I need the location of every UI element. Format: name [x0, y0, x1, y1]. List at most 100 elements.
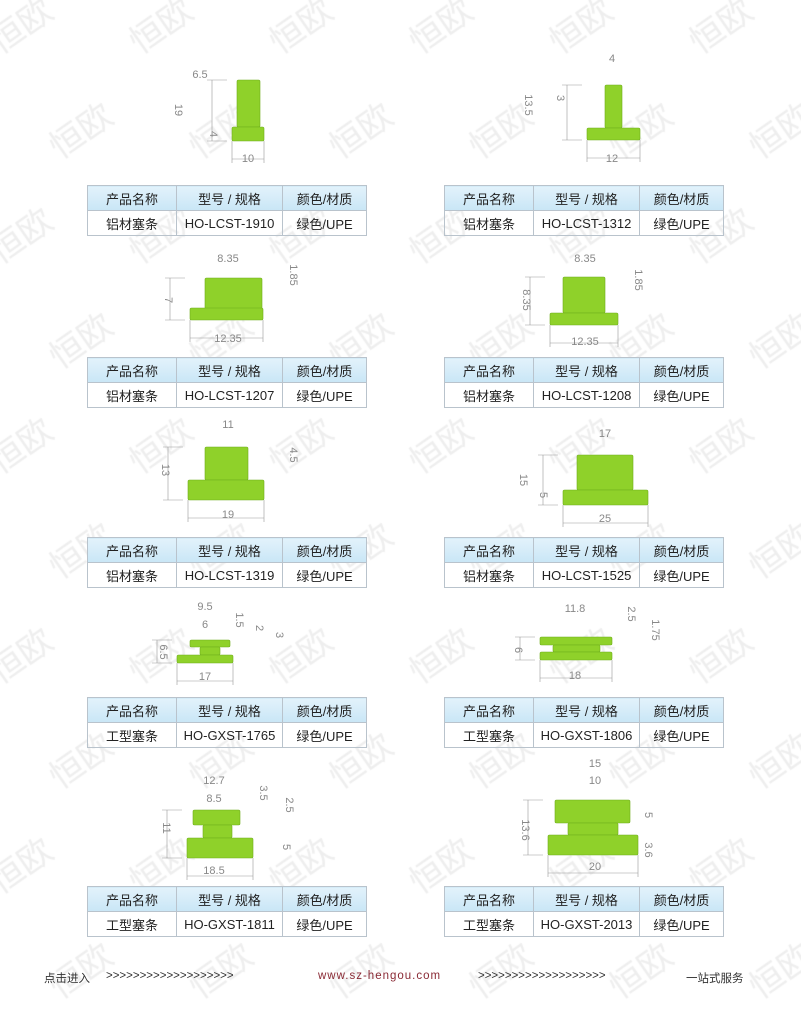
- profile-shape: [576, 454, 634, 491]
- product-material: 绿色/UPE: [282, 722, 367, 748]
- profile-shape: [562, 276, 606, 314]
- header-name: 产品名称: [444, 537, 534, 563]
- profile-drawing: 17 15 5 25: [517, 428, 649, 527]
- product-model: HO-LCST-1207: [176, 382, 283, 408]
- spec-table: 产品名称 型号 / 规格 颜色/材质 铝材塞条 HO-LCST-1910 绿色/…: [87, 185, 367, 236]
- header-name: 产品名称: [87, 537, 177, 563]
- product-material: 绿色/UPE: [282, 210, 367, 236]
- dimension-label: 1.75: [649, 619, 661, 640]
- table-header-row: 产品名称 型号 / 规格 颜色/材质: [87, 185, 367, 211]
- header-model: 型号 / 规格: [533, 697, 640, 723]
- header-name: 产品名称: [87, 185, 177, 211]
- dimension-label: 12.7: [203, 775, 224, 787]
- profile-shape: [554, 799, 631, 824]
- table-header-row: 产品名称 型号 / 规格 颜色/材质: [87, 537, 367, 563]
- product-material: 绿色/UPE: [639, 210, 724, 236]
- header-material: 颜色/材质: [282, 886, 367, 912]
- dimension-label: 15: [517, 474, 529, 486]
- product-model: HO-LCST-1312: [533, 210, 640, 236]
- product-name: 铝材塞条: [444, 562, 534, 588]
- header-material: 颜色/材质: [282, 185, 367, 211]
- table-row: 铝材塞条 HO-LCST-1525 绿色/UPE: [444, 562, 724, 588]
- dimension-label: 1.85: [632, 269, 644, 290]
- dimension-label: 6.5: [192, 69, 207, 81]
- dimension-label: 1.85: [287, 264, 299, 285]
- dimension-label: 2: [253, 625, 265, 631]
- dimension-label: 19: [172, 104, 184, 116]
- product-name: 工型塞条: [444, 722, 534, 748]
- product-model: HO-GXST-2013: [533, 911, 640, 937]
- header-name: 产品名称: [444, 697, 534, 723]
- dimension-label: 3: [554, 95, 566, 101]
- profile-drawing: 4 13.5 3 12: [522, 53, 641, 165]
- profile-shape: [547, 834, 639, 856]
- dimension-label: 25: [599, 513, 611, 525]
- profile-shape: [604, 84, 623, 129]
- profile-shape: [199, 646, 221, 656]
- dimension-label: 20: [589, 861, 601, 873]
- header-material: 颜色/材质: [639, 537, 724, 563]
- dimension-label: 2.5: [625, 606, 637, 621]
- table-row: 工型塞条 HO-GXST-1765 绿色/UPE: [87, 722, 367, 748]
- dimension-label: 13: [159, 464, 171, 476]
- header-model: 型号 / 规格: [176, 697, 283, 723]
- dimension-label: 6: [512, 647, 524, 653]
- profile-shape: [231, 126, 265, 142]
- dimension-label: 15: [589, 758, 601, 770]
- dimension-label: 10: [589, 775, 601, 787]
- header-material: 颜色/材质: [639, 357, 724, 383]
- dimension-label: 18: [569, 670, 581, 682]
- product-name: 铝材塞条: [87, 382, 177, 408]
- profile-drawing: 12.7 8.5 3.5 2.5 11 5 18.5: [160, 775, 295, 880]
- profile-drawing: 15 10 13.6 5 3.6 20: [519, 758, 654, 877]
- header-material: 颜色/材质: [639, 185, 724, 211]
- dimension-label: 13.6: [519, 819, 531, 840]
- product-name: 铝材塞条: [87, 562, 177, 588]
- footer-enter-link[interactable]: 点击进入: [44, 973, 90, 985]
- product-material: 绿色/UPE: [639, 911, 724, 937]
- header-material: 颜色/材质: [282, 357, 367, 383]
- header-model: 型号 / 规格: [533, 886, 640, 912]
- profile-shape: [202, 824, 233, 839]
- dimension-label: 17: [199, 671, 211, 683]
- dimension-label: 11: [222, 419, 233, 431]
- header-name: 产品名称: [87, 697, 177, 723]
- dimension-label: 11.8: [565, 603, 586, 615]
- dimension-label: 3.5: [257, 785, 269, 800]
- product-name: 铝材塞条: [444, 382, 534, 408]
- header-material: 颜色/材质: [282, 697, 367, 723]
- header-name: 产品名称: [444, 357, 534, 383]
- product-material: 绿色/UPE: [639, 722, 724, 748]
- footer-arrows-left: >>>>>>>>>>>>>>>>>>>: [106, 970, 234, 982]
- table-row: 工型塞条 HO-GXST-1806 绿色/UPE: [444, 722, 724, 748]
- header-model: 型号 / 规格: [176, 185, 283, 211]
- spec-table: 产品名称 型号 / 规格 颜色/材质 工型塞条 HO-GXST-2013 绿色/…: [444, 886, 724, 937]
- dimension-label: 13.5: [522, 94, 534, 115]
- table-header-row: 产品名称 型号 / 规格 颜色/材质: [444, 357, 724, 383]
- dimension-label: 19: [222, 509, 234, 521]
- dimension-label: 6.5: [157, 644, 169, 659]
- table-row: 铝材塞条 HO-LCST-1319 绿色/UPE: [87, 562, 367, 588]
- spec-table: 产品名称 型号 / 规格 颜色/材质 铝材塞条 HO-LCST-1312 绿色/…: [444, 185, 724, 236]
- profile-drawing: 11 13 4.5 19: [159, 419, 299, 522]
- product-name: 铝材塞条: [87, 210, 177, 236]
- product-name: 工型塞条: [444, 911, 534, 937]
- profile-drawing: 11.8 6 2.5 1.75 18: [512, 603, 661, 682]
- spec-table: 产品名称 型号 / 规格 颜色/材质 铝材塞条 HO-LCST-1319 绿色/…: [87, 537, 367, 588]
- profile-shape: [176, 654, 234, 664]
- dimension-label: 12.35: [214, 333, 242, 345]
- table-row: 铝材塞条 HO-LCST-1208 绿色/UPE: [444, 382, 724, 408]
- dimension-label: 2.5: [283, 797, 295, 812]
- table-header-row: 产品名称 型号 / 规格 颜色/材质: [444, 185, 724, 211]
- header-name: 产品名称: [87, 886, 177, 912]
- profile-shape: [562, 489, 649, 506]
- product-model: HO-GXST-1811: [176, 911, 283, 937]
- table-row: 铝材塞条 HO-LCST-1910 绿色/UPE: [87, 210, 367, 236]
- dimension-label: 6: [202, 619, 208, 631]
- profile-drawing: 9.5 6 1.5 2 3 6.5 17: [152, 601, 285, 685]
- footer-website-link[interactable]: www.sz-hengou.com: [318, 970, 442, 982]
- product-material: 绿色/UPE: [282, 382, 367, 408]
- table-header-row: 产品名称 型号 / 规格 颜色/材质: [87, 697, 367, 723]
- dimension-label: 12: [606, 153, 618, 165]
- table-header-row: 产品名称 型号 / 规格 颜色/材质: [87, 357, 367, 383]
